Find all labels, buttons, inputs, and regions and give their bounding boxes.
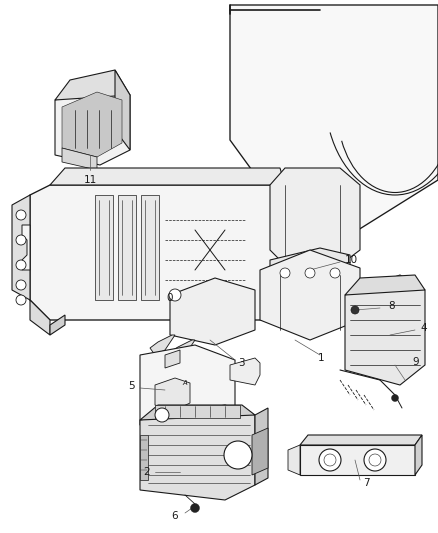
Circle shape	[224, 441, 252, 469]
Polygon shape	[62, 148, 97, 170]
Circle shape	[191, 504, 199, 513]
Polygon shape	[115, 70, 130, 150]
Polygon shape	[12, 195, 30, 300]
Circle shape	[16, 235, 26, 245]
Polygon shape	[141, 195, 159, 300]
Text: 8: 8	[388, 301, 395, 311]
Circle shape	[169, 289, 181, 301]
Polygon shape	[170, 278, 255, 345]
Circle shape	[280, 268, 290, 278]
Polygon shape	[300, 445, 415, 475]
Polygon shape	[230, 5, 438, 235]
Polygon shape	[415, 435, 422, 475]
Circle shape	[324, 454, 336, 466]
Circle shape	[16, 280, 26, 290]
Polygon shape	[150, 335, 175, 355]
Polygon shape	[95, 195, 113, 300]
Text: 1: 1	[318, 353, 325, 363]
Text: 3: 3	[238, 358, 245, 368]
Polygon shape	[300, 435, 422, 445]
Text: 4: 4	[420, 323, 427, 333]
Text: 0: 0	[167, 293, 173, 303]
Polygon shape	[140, 345, 235, 440]
Circle shape	[319, 449, 341, 471]
Circle shape	[16, 210, 26, 220]
Polygon shape	[62, 92, 122, 157]
Polygon shape	[252, 428, 268, 475]
Text: 11: 11	[83, 175, 97, 185]
Polygon shape	[230, 358, 260, 385]
Polygon shape	[255, 408, 268, 485]
Circle shape	[155, 408, 169, 422]
Polygon shape	[50, 315, 65, 335]
Polygon shape	[345, 275, 425, 385]
Circle shape	[305, 268, 315, 278]
Circle shape	[369, 454, 381, 466]
Polygon shape	[270, 248, 350, 295]
Circle shape	[330, 268, 340, 278]
Text: A: A	[183, 380, 187, 386]
Text: 7: 7	[363, 478, 370, 488]
Text: 6: 6	[171, 511, 178, 521]
Polygon shape	[270, 168, 360, 265]
Text: 10: 10	[345, 255, 358, 265]
Polygon shape	[140, 405, 255, 420]
Polygon shape	[118, 195, 136, 300]
Polygon shape	[345, 275, 425, 295]
Circle shape	[16, 295, 26, 305]
Text: 9: 9	[412, 357, 419, 367]
Polygon shape	[55, 70, 130, 100]
Circle shape	[364, 449, 386, 471]
Polygon shape	[140, 405, 255, 500]
Circle shape	[351, 306, 359, 314]
Polygon shape	[155, 405, 240, 418]
Polygon shape	[165, 350, 180, 368]
Polygon shape	[30, 185, 285, 320]
Text: 2: 2	[143, 467, 150, 477]
Polygon shape	[260, 250, 360, 340]
Polygon shape	[22, 225, 30, 270]
Polygon shape	[30, 300, 50, 335]
Polygon shape	[170, 340, 195, 358]
Polygon shape	[140, 435, 148, 480]
Circle shape	[392, 394, 399, 401]
Polygon shape	[50, 168, 285, 185]
Polygon shape	[55, 85, 130, 165]
Circle shape	[16, 260, 26, 270]
Text: 5: 5	[128, 381, 135, 391]
Polygon shape	[155, 378, 190, 410]
Polygon shape	[288, 445, 300, 475]
